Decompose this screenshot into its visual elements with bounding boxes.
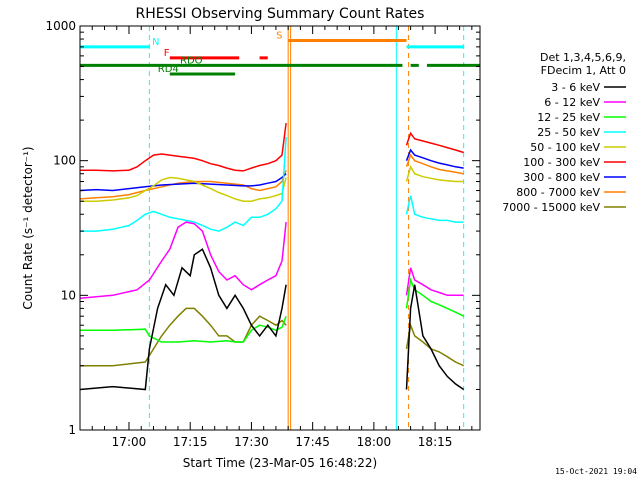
x-tick-label: 17:00 (112, 435, 147, 449)
flag-label-f: F (164, 48, 170, 59)
series-line-800-7000-kev-0 (80, 169, 287, 200)
series-line-3-6-kev-1 (405, 284, 465, 391)
series-line-50-100-kev-0 (80, 176, 287, 202)
series-line-6-12-kev-0 (80, 221, 287, 300)
series-line-800-7000-kev-1 (405, 153, 464, 175)
series-line-100-300-kev-1 (405, 131, 464, 154)
x-tick-label: 17:30 (234, 435, 269, 449)
series-line-6-12-kev-1 (405, 267, 464, 297)
flag-label-n: N (152, 37, 159, 48)
x-tick-label: 17:45 (295, 435, 330, 449)
flag-label-rd4: RD4 (158, 64, 179, 75)
y-tick-label: 1 (68, 423, 76, 437)
series-line-12-25-kev-1 (405, 277, 465, 317)
series-line-7000-15000-kev-0 (80, 307, 287, 367)
y-tick-label: 10 (61, 288, 76, 302)
legend-entry-label: 7000 - 15000 keV (502, 201, 600, 214)
flag-label-rdo: RDO (180, 55, 203, 66)
legend-entry-label: 6 - 12 keV (544, 96, 600, 109)
legend-entry-label: 12 - 25 keV (537, 111, 600, 124)
series-line-50-100-kev-1 (405, 164, 464, 183)
x-tick-label: 18:00 (357, 435, 392, 449)
legend-entry-label: 25 - 50 keV (537, 126, 600, 139)
plot-frame (79, 25, 481, 431)
timestamp-label: 15-Oct-2021 19:04 (555, 467, 637, 476)
chart-title: RHESSI Observing Summary Count Rates (136, 6, 425, 22)
y-axis-label: Count Rate (s⁻¹ detector⁻¹) (21, 146, 35, 309)
series-line-100-300-kev-0 (80, 123, 287, 172)
series-line-3-6-kev-0 (80, 248, 287, 391)
flag-label-s: S (276, 31, 282, 42)
x-tick-label: 17:15 (173, 435, 208, 449)
series-line-25-50-kev-0 (80, 136, 287, 232)
y-tick-label: 100 (53, 154, 76, 168)
legend-entry-label: 800 - 7000 keV (516, 186, 600, 199)
legend-header-line: FDecim 1, Att 0 (541, 64, 626, 77)
series-line-25-50-kev-1 (405, 195, 464, 223)
legend-header-line: Det 1,3,4,5,6,9, (540, 51, 626, 64)
series-line-300-800-kev-0 (80, 173, 287, 192)
legend-entry-label: 3 - 6 keV (551, 81, 600, 94)
x-axis-label: Start Time (23-Mar-05 16:48:22) (183, 456, 377, 470)
y-tick-label: 1000 (45, 19, 76, 33)
legend-entry-label: 100 - 300 keV (523, 156, 600, 169)
x-tick-label: 18:15 (418, 435, 453, 449)
series-line-300-800-kev-1 (405, 148, 464, 169)
legend-entry-label: 50 - 100 keV (530, 141, 600, 154)
legend-entry-label: 300 - 800 keV (523, 171, 600, 184)
